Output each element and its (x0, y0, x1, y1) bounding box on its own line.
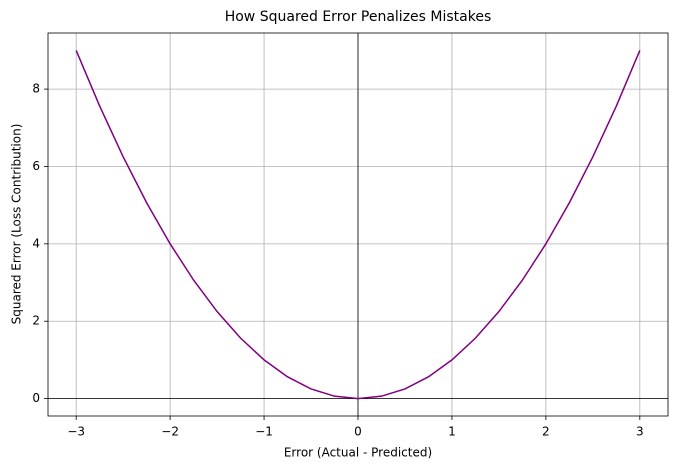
plot-frame (47, 32, 669, 417)
x-tick-label: −1 (255, 425, 273, 439)
x-tick-label: 0 (354, 425, 362, 439)
y-tick-label: 2 (32, 314, 40, 328)
x-axis-label: Error (Actual - Predicted) (284, 446, 432, 460)
y-tick-label: 6 (32, 159, 40, 173)
y-axis-label: Squared Error (Loss Contribution) (10, 124, 24, 325)
x-tick-label: 3 (636, 425, 644, 439)
x-tick-label: 1 (448, 425, 456, 439)
chart-title: How Squared Error Penalizes Mistakes (225, 9, 492, 25)
y-tick-label: 8 (32, 82, 40, 96)
x-tick-label: 2 (542, 425, 550, 439)
y-tick-label: 4 (32, 236, 40, 250)
y-tick-label: 0 (32, 391, 40, 405)
data-line (75, 50, 641, 400)
x-tick-label: −2 (161, 425, 179, 439)
x-tick-label: −3 (67, 425, 85, 439)
